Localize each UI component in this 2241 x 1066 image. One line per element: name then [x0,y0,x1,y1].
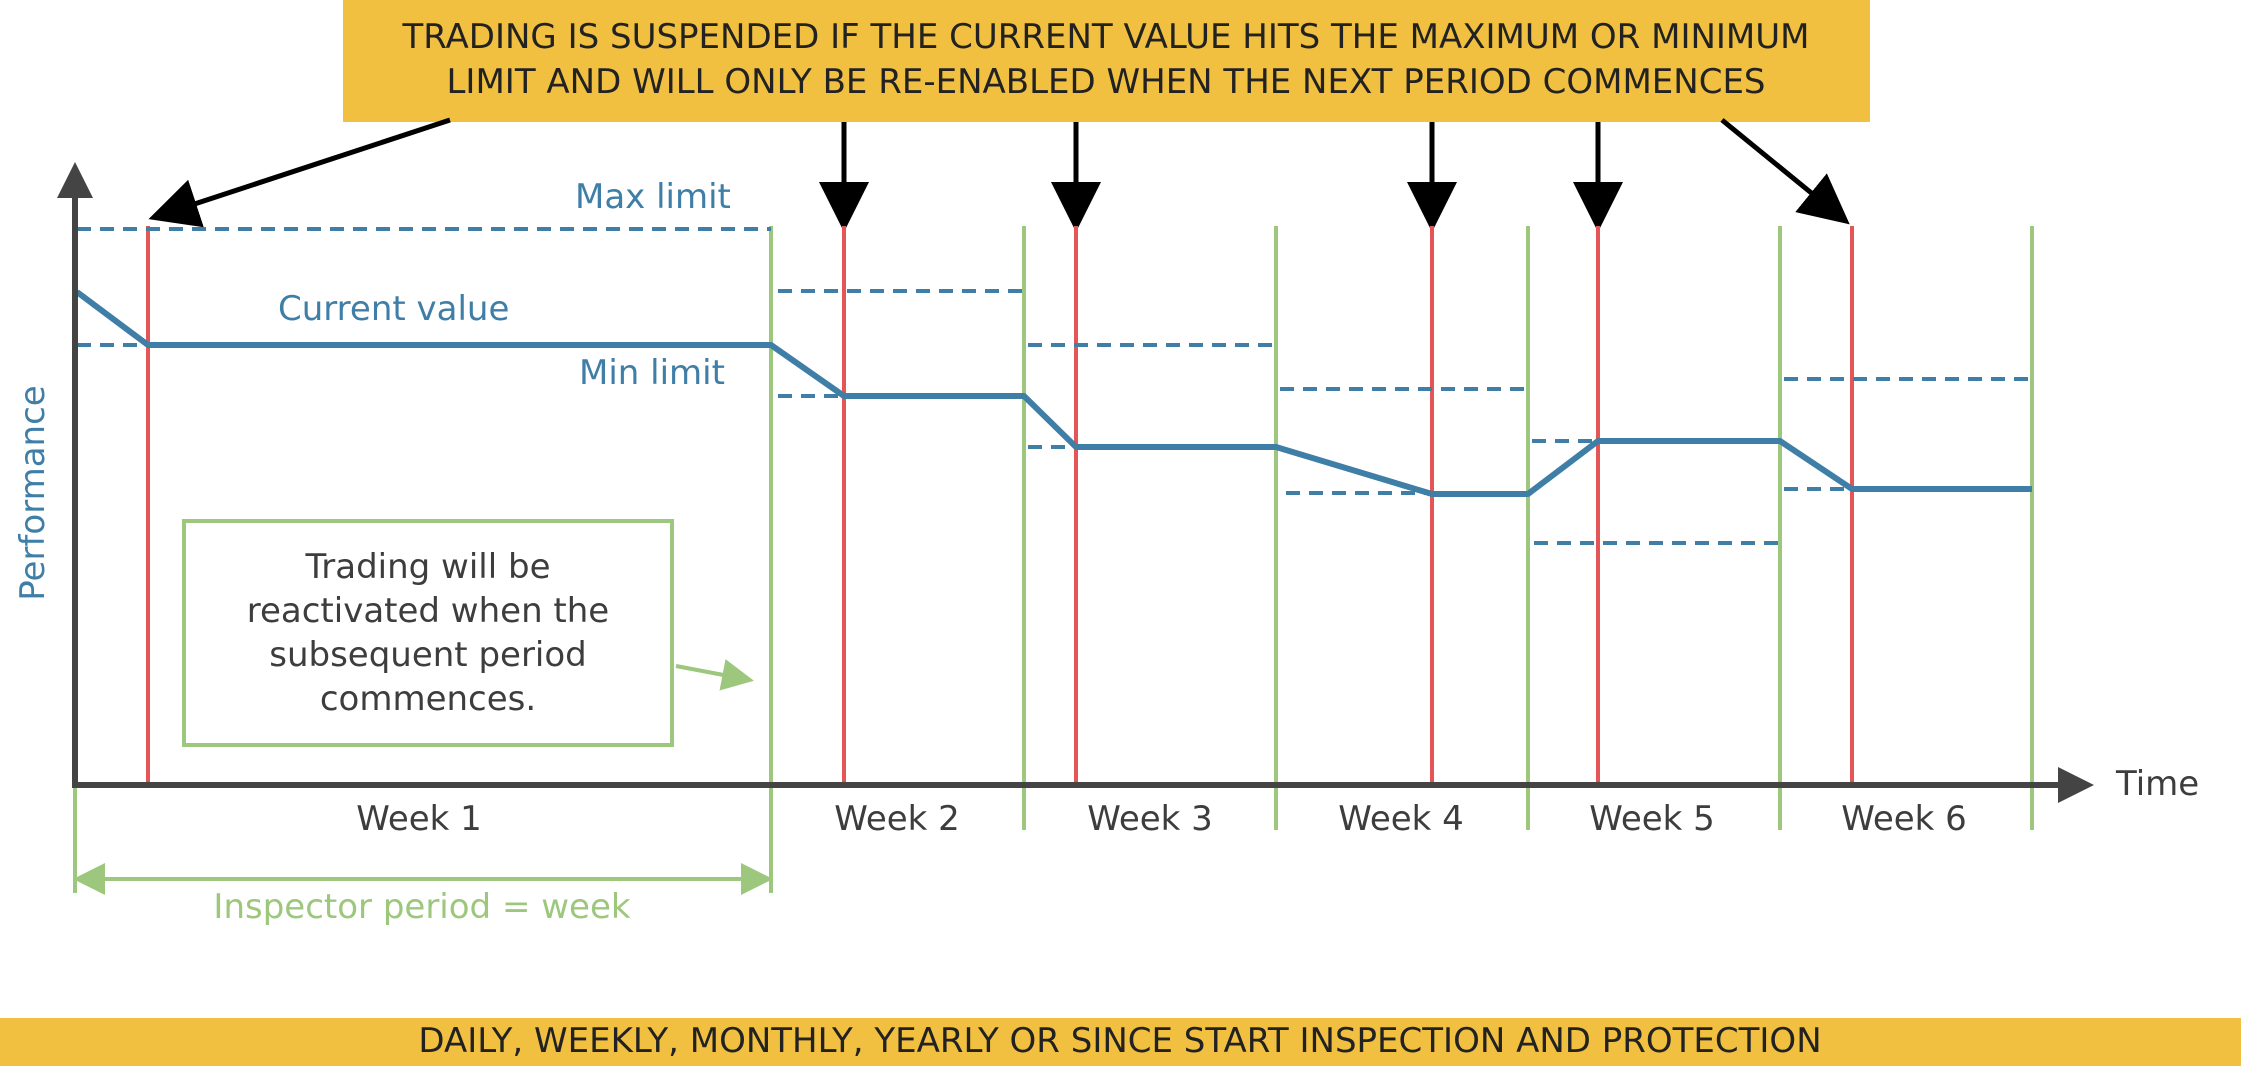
max-limit-label: Max limit [575,177,731,217]
top-banner-line2: LIMIT AND WILL ONLY BE RE-ENABLED WHEN T… [446,62,1765,102]
week-label-3: Week 3 [1087,799,1213,839]
suspension-lines [146,226,1854,785]
week-label-4: Week 4 [1338,799,1464,839]
note-line-1: Trading will be [304,547,550,587]
period-boundaries [73,226,2034,893]
x-axis-label: Time [2115,764,2199,804]
limit-lines [77,227,2032,545]
note-pointer-arrow [675,659,754,691]
week-label-6: Week 6 [1841,799,1967,839]
top-banner-line1: TRADING IS SUSPENDED IF THE CURRENT VALU… [402,17,1810,57]
bottom-banner-text: DAILY, WEEKLY, MONTHLY, YEARLY OR SINCE … [418,1021,1821,1061]
note-line-4: commences. [320,679,536,719]
pointer-arrow-6 [1720,118,1850,225]
bottom-banner [0,1018,2241,1066]
week-label-2: Week 2 [834,799,960,839]
current-value-label: Current value [278,289,509,329]
min-limit-label: Min limit [579,353,725,393]
top-banner [343,0,1870,122]
note-box [182,519,674,747]
inspector-period-label: Inspector period = week [213,887,630,927]
y-axis-label: Performance [13,385,53,600]
week-label-1: Week 1 [356,799,482,839]
pointer-arrow-1 [148,117,451,228]
note-line-3: subsequent period [269,635,587,675]
note-line-2: reactivated when the [247,591,609,631]
week-label-5: Week 5 [1589,799,1715,839]
suspension-pointer-arrows [148,117,1850,232]
current-value-line [75,289,2032,497]
